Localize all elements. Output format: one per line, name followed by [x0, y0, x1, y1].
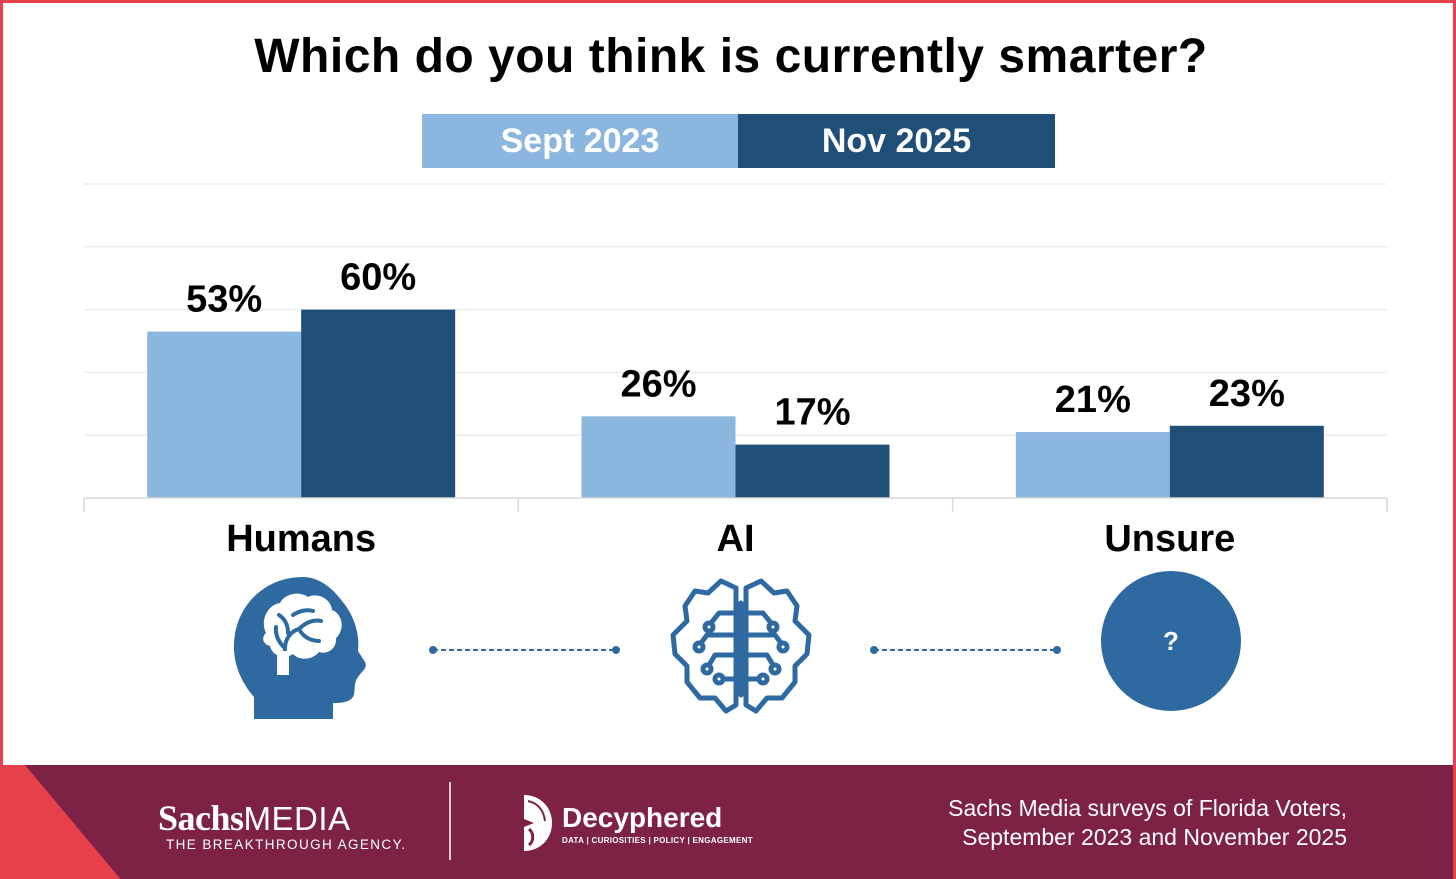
- ai-circuit-brain-icon: [670, 578, 812, 714]
- decyphered-name: Decyphered: [562, 801, 723, 833]
- decyphered-mark-icon: [524, 795, 552, 851]
- category-label-unsure: Unsure: [1104, 518, 1235, 560]
- bar-ai-sept-2023: [581, 416, 736, 498]
- bar-chart: 53% 60% 26% 17% 21% 23% Humans AI Unsure: [83, 183, 1388, 719]
- footer-divider: [449, 782, 451, 860]
- category-label-humans: Humans: [226, 518, 376, 560]
- source-note: Sachs Media surveys of Florida Voters, S…: [948, 794, 1347, 852]
- bar-unsure-sept-2023: [1015, 432, 1170, 498]
- dotted-connector-right: [870, 646, 1061, 654]
- bar-unsure-nov-2025: [1169, 425, 1324, 498]
- legend-item-nov-2025: Nov 2025: [738, 114, 1055, 168]
- footer-accent-triangle: [3, 765, 121, 879]
- chart-title: Which do you think is currently smarter?: [254, 30, 1208, 83]
- value-label-humans-sept-2023: 53%: [186, 279, 262, 321]
- value-label-ai-sept-2023: 26%: [620, 363, 696, 405]
- sachs-brand-light: MEDIA: [243, 800, 351, 837]
- sachs-brand-bold: Sachs: [158, 798, 244, 838]
- sachs-media-logo: SachsMEDIA THE BREAKTHROUGH AGENCY.: [158, 797, 406, 852]
- category-label-ai: AI: [717, 518, 755, 560]
- decyphered-tagline: DATA | CURIOSITIES | POLICY | ENGAGEMENT: [562, 835, 753, 845]
- human-brain-head-icon: [233, 577, 366, 719]
- bar-ai-nov-2025: [735, 444, 890, 498]
- bar-humans-sept-2023: [147, 331, 302, 498]
- dotted-connector-left: [429, 646, 620, 654]
- value-label-humans-nov-2025: 60%: [340, 257, 416, 299]
- chart-value-labels: 53% 60% 26% 17% 21% 23%: [186, 257, 1285, 434]
- legend: Sept 2023 Nov 2025: [422, 114, 1055, 168]
- chart-baseline: [83, 497, 1388, 512]
- question-circle-icon: ?: [1101, 571, 1241, 711]
- source-line-2: September 2023 and November 2025: [962, 824, 1347, 850]
- question-mark: ?: [1163, 626, 1179, 656]
- value-label-ai-nov-2025: 17%: [774, 392, 850, 434]
- sachs-tagline: THE BREAKTHROUGH AGENCY.: [166, 837, 407, 852]
- value-label-unsure-sept-2023: 21%: [1055, 379, 1131, 421]
- value-label-unsure-nov-2025: 23%: [1209, 373, 1285, 415]
- footer-banner: SachsMEDIA THE BREAKTHROUGH AGENCY. Decy…: [3, 765, 1453, 879]
- source-line-1: Sachs Media surveys of Florida Voters,: [948, 795, 1347, 821]
- decyphered-logo: Decyphered DATA | CURIOSITIES | POLICY |…: [520, 793, 753, 853]
- chart-category-labels: Humans AI Unsure: [226, 518, 1235, 560]
- chart-bars: [147, 309, 1324, 498]
- legend-item-sept-2023: Sept 2023: [422, 114, 738, 168]
- bar-humans-nov-2025: [301, 309, 456, 498]
